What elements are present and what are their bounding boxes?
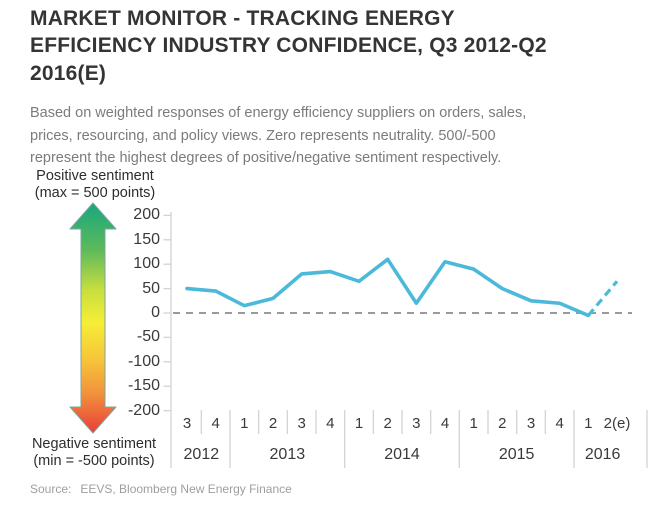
x-axis-quarter-label: 3 [526,415,536,432]
sentiment-gradient-arrow-icon [69,202,117,434]
x-axis-quarter-label: 1 [469,415,478,432]
x-axis-quarter-label: 3 [297,415,306,432]
x-axis-quarter-label: 2(e) [603,415,631,432]
negative-sentiment-text: Negative sentiment [31,436,157,452]
x-axis-quarter-label: 4 [555,415,564,432]
x-axis-year-label: 2016 [584,446,621,463]
source-label: Source: [30,482,72,496]
x-axis-quarter-label: 1 [240,415,249,432]
x-axis-year-label: 2015 [498,446,535,463]
description-line-2: prices, resourcing, and policy views. Ze… [30,127,496,144]
x-axis-quarter-label: 2 [268,415,278,432]
x-axis-quarter-label: 2 [498,415,507,432]
negative-sentiment-min: (min = -500 points) [33,452,155,469]
title-line-2: EFFICIENCY INDUSTRY CONFIDENCE, Q3 2012-… [30,34,547,58]
x-axis-year-label: 2014 [384,446,420,463]
negative-sentiment-label: Negative sentiment (min = -500 points) [9,436,179,469]
x-axis-quarter-label: 1 [354,415,364,432]
x-axis-year-label: 2013 [269,446,306,463]
x-axis-quarter-label: 1 [584,415,593,432]
x-axis-quarter-label: 4 [211,415,220,432]
chart-description: Based on weighted responses of energy ef… [30,102,526,170]
description-line-1: Based on weighted responses of energy ef… [30,105,527,121]
description-line-3: represent the highest degrees of positiv… [30,150,502,167]
source-text: EEVS, Bloomberg New Energy Finance [80,482,292,496]
x-axis-year-label: 2012 [183,446,220,463]
positive-sentiment-text: Positive sentiment [36,168,154,184]
title-line-3: 2016(E) [30,61,107,85]
page-title: MARKET MONITOR - TRACKING ENERGY EFFICIE… [30,5,547,87]
x-axis-quarter-label: 4 [326,415,335,432]
x-axis-quarter-label: 3 [182,415,192,432]
confidence-index-line-estimated [587,280,619,317]
source-attribution: Source: EEVS, Bloomberg New Energy Financ… [30,482,292,496]
title-line-1: MARKET MONITOR - TRACKING ENERGY [30,7,455,30]
confidence-index-line [185,257,591,318]
x-axis-quarter-label: 3 [412,415,421,432]
x-axis-quarter-label: 4 [440,415,450,432]
positive-sentiment-label: Positive sentiment (max = 500 points) [10,168,180,201]
positive-sentiment-max: (max = 500 points) [34,184,156,201]
x-axis-quarter-label: 2 [383,415,392,432]
